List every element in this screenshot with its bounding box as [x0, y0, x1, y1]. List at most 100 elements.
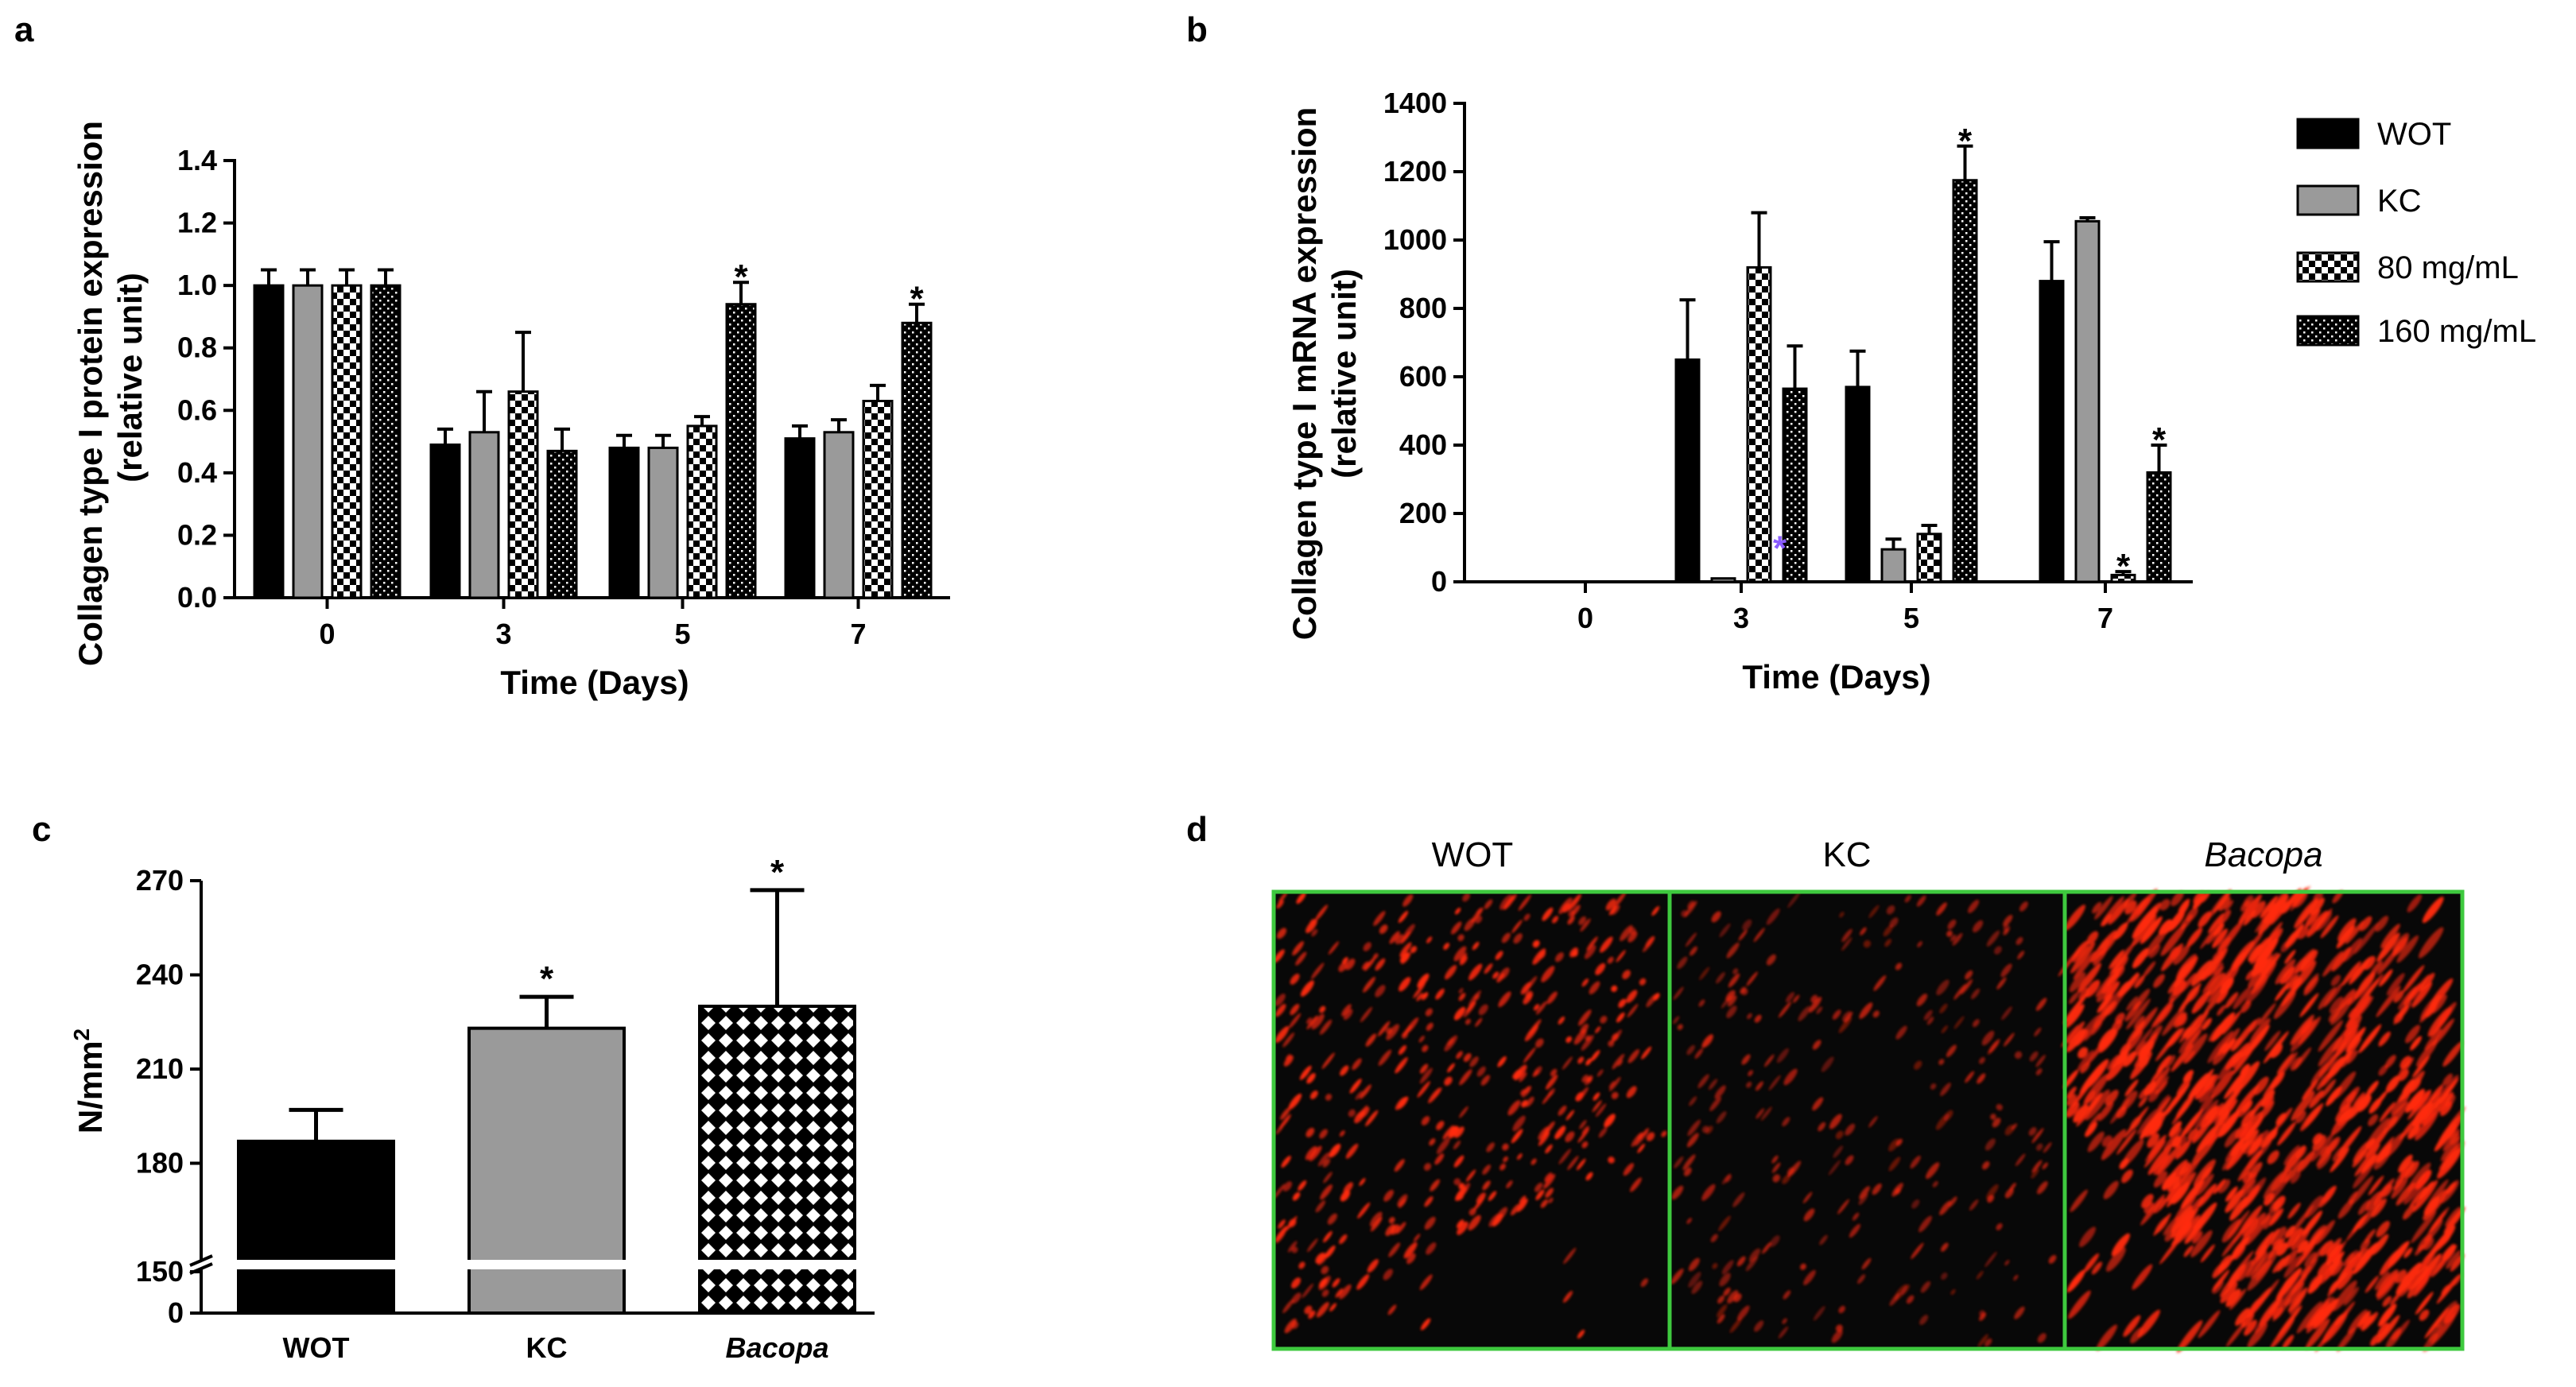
stain-fiber [2101, 933, 2119, 956]
stain-fiber [2174, 1207, 2199, 1239]
stain-fiber [1321, 1052, 1335, 1069]
stain-fiber [2412, 1180, 2438, 1213]
x-tick-label: 0 [319, 618, 335, 650]
stain-fiber [1510, 1203, 1521, 1216]
stain-fiber [1292, 940, 1304, 956]
stain-fiber [1399, 952, 1410, 963]
stain-fiber [2326, 1137, 2341, 1154]
stain-fiber [1454, 908, 1461, 915]
stain-fiber [2227, 1264, 2246, 1288]
stain-fiber [2291, 1019, 2317, 1052]
stain-fiber [2299, 950, 2318, 972]
stain-fiber [2332, 1280, 2357, 1311]
stain-fiber [1445, 965, 1457, 980]
stain-fiber [2178, 963, 2190, 977]
stain-fiber [2126, 998, 2151, 1030]
stain-fiber [1463, 1053, 1472, 1062]
stain-fiber [1691, 1280, 1703, 1294]
stain-fiber [1729, 1317, 1743, 1334]
bar [507, 390, 539, 599]
stain-fiber [1837, 1199, 1850, 1215]
stain-fiber [1589, 981, 1600, 994]
stain-fiber [2409, 1187, 2427, 1208]
stain-fiber [1530, 1158, 1537, 1165]
stain-fiber [2143, 1140, 2167, 1168]
stain-fiber [1690, 946, 1697, 956]
stain-fiber [1565, 1110, 1575, 1121]
stain-fiber [1298, 1180, 1307, 1191]
stain-fiber [2065, 1004, 2085, 1029]
stain-fiber [1782, 1117, 1790, 1127]
stain-fiber [2297, 1150, 2315, 1173]
stain-fiber [2099, 938, 2109, 950]
stain-fiber [1596, 1069, 1604, 1077]
stain-fiber [2079, 1226, 2097, 1248]
stain-fiber [2411, 1211, 2437, 1243]
stain-fiber [2443, 1207, 2465, 1234]
stain-fiber [1343, 1009, 1353, 1021]
legend-label-kc: KC [2377, 184, 2422, 219]
stain-fiber [1319, 1129, 1328, 1139]
stain-fiber [2407, 894, 2423, 912]
stain-fiber [1577, 1056, 1585, 1064]
stain-fiber [2233, 986, 2252, 1009]
stain-fiber [2373, 1178, 2395, 1206]
stain-fiber [2398, 1154, 2413, 1173]
stain-fiber [2419, 1309, 2430, 1321]
stain-fiber [2092, 901, 2102, 914]
stain-fiber [1748, 1248, 1761, 1262]
stain-fiber [1888, 1138, 1899, 1152]
stain-fiber [2277, 1122, 2296, 1146]
stain-fiber [2218, 1179, 2231, 1194]
stain-fiber [1447, 1063, 1455, 1073]
stain-fiber [2267, 1150, 2279, 1164]
stain-fiber [1776, 1048, 1790, 1063]
stain-fiber [1686, 1218, 1693, 1224]
stain-fiber [2153, 974, 2165, 988]
stain-fiber [1486, 1142, 1495, 1153]
stain-fiber [1746, 1081, 1752, 1088]
bar [901, 321, 933, 599]
stain-fiber [2284, 1225, 2296, 1238]
stain-fiber [2254, 1231, 2274, 1256]
stain-fiber [1443, 943, 1450, 951]
stain-fiber [2405, 1025, 2421, 1044]
stain-fiber [2231, 1046, 2255, 1076]
stain-fiber [1622, 970, 1631, 980]
stain-fiber [1457, 1221, 1468, 1235]
stain-fiber [2272, 1257, 2285, 1273]
stain-fiber [1754, 1014, 1762, 1023]
stain-fiber [1568, 893, 1581, 911]
stain-fiber [2137, 1040, 2155, 1061]
stain-fiber [1852, 1212, 1860, 1221]
stain-fiber [2438, 1230, 2452, 1246]
y-tick-label: 600 [1399, 360, 1447, 393]
stain-fiber [1495, 951, 1503, 960]
stain-fiber [2147, 1144, 2173, 1176]
stain-fiber [1860, 927, 1867, 936]
stain-fiber [2219, 920, 2244, 951]
image-title-kc: KC [1822, 835, 1871, 874]
y-tick-label: 1.2 [177, 207, 217, 239]
stain-fiber [1595, 1103, 1607, 1118]
stain-fiber [2083, 1067, 2101, 1091]
stain-fiber [2207, 912, 2224, 934]
stain-fiber [2235, 1308, 2250, 1327]
stain-fiber [2220, 1281, 2238, 1304]
x-tick-label: 3 [495, 618, 511, 650]
stain-fiber [2258, 1002, 2276, 1026]
stain-fiber [2385, 1075, 2400, 1093]
stain-fiber [2277, 1270, 2302, 1302]
stain-fiber [2303, 977, 2319, 996]
stain-fiber [1953, 983, 1967, 1000]
stain-fiber [1349, 1079, 1362, 1094]
stain-fiber [1558, 1149, 1572, 1164]
image-wot [1271, 889, 1672, 1351]
stain-fiber [2085, 1089, 2110, 1121]
stain-fiber [2017, 951, 2025, 959]
legend-swatch-160 [2296, 315, 2360, 347]
chart-b-xlabel: Time (Days) [1742, 658, 1930, 695]
stain-fiber [1863, 940, 1872, 948]
stain-fiber [2086, 1036, 2109, 1065]
stain-fiber [2202, 947, 2228, 981]
